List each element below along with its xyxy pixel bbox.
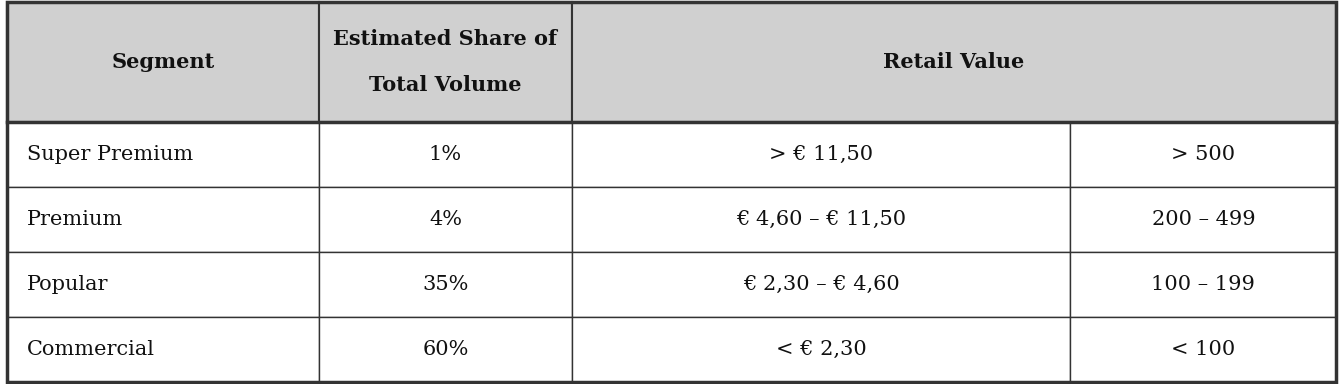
Bar: [320, 122, 572, 187]
Text: Commercial: Commercial: [27, 340, 154, 359]
Bar: [1070, 187, 1336, 252]
Text: Popular: Popular: [27, 275, 109, 294]
Text: 4%: 4%: [428, 210, 462, 229]
Bar: [1070, 317, 1336, 382]
Bar: [572, 187, 1070, 252]
Bar: [1070, 252, 1336, 317]
Bar: [7, 2, 320, 122]
Bar: [572, 122, 1070, 187]
Text: Premium: Premium: [27, 210, 124, 229]
Text: < € 2,30: < € 2,30: [776, 340, 866, 359]
Text: 60%: 60%: [422, 340, 469, 359]
Bar: [320, 252, 572, 317]
Text: > € 11,50: > € 11,50: [770, 145, 873, 164]
Bar: [320, 2, 572, 122]
Bar: [7, 317, 320, 382]
Text: 1%: 1%: [428, 145, 462, 164]
Text: 100 – 199: 100 – 199: [1151, 275, 1256, 294]
Bar: [7, 252, 320, 317]
Text: € 4,60 – € 11,50: € 4,60 – € 11,50: [736, 210, 907, 229]
Bar: [572, 252, 1070, 317]
Bar: [572, 317, 1070, 382]
Bar: [7, 187, 320, 252]
Text: > 500: > 500: [1171, 145, 1236, 164]
Text: Estimated Share of

Total Volume: Estimated Share of Total Volume: [333, 28, 557, 95]
Bar: [572, 2, 1336, 122]
Bar: [1070, 122, 1336, 187]
Bar: [320, 317, 572, 382]
Text: € 2,30 – € 4,60: € 2,30 – € 4,60: [743, 275, 900, 294]
Text: 35%: 35%: [422, 275, 469, 294]
Text: 200 – 499: 200 – 499: [1151, 210, 1256, 229]
Text: Retail Value: Retail Value: [884, 52, 1025, 72]
Bar: [320, 187, 572, 252]
Text: < 100: < 100: [1171, 340, 1236, 359]
Text: Super Premium: Super Premium: [27, 145, 193, 164]
Bar: [7, 122, 320, 187]
Text: Segment: Segment: [111, 52, 215, 72]
